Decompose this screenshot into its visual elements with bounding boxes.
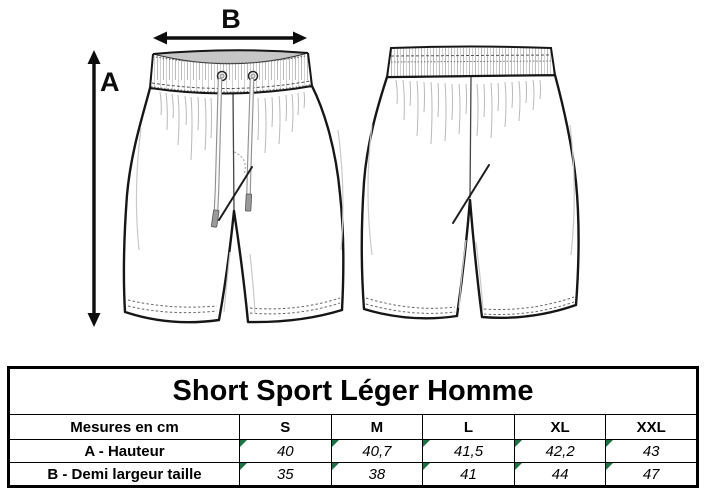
aglet — [211, 209, 220, 228]
value-cell: 41,5 — [422, 439, 515, 463]
cell-flag-marker — [606, 463, 614, 470]
row-label-height: A - Hauteur — [8, 439, 240, 463]
column-header-measures: Mesures en cm — [8, 414, 240, 440]
column-header-size-xxl: XXL — [605, 414, 698, 440]
column-header-size-s: S — [239, 414, 332, 440]
back-waistband — [385, 45, 557, 79]
cell-flag-marker — [240, 440, 247, 447]
back-fabric-creases — [367, 124, 575, 311]
front-fabric-creases — [135, 127, 344, 315]
front-crotch-crease — [218, 166, 253, 221]
back-gather-wrinkles — [395, 79, 541, 145]
table-row-half-waist: B - Demi largeur taille 35 38 41 44 47 — [8, 462, 698, 487]
row-label-half-waist: B - Demi largeur taille — [8, 462, 240, 487]
cell-flag-marker — [332, 440, 339, 447]
measurement-value: 44 — [551, 465, 569, 483]
front-gather-wrinkles — [159, 91, 305, 161]
value-cell: 38 — [330, 462, 424, 487]
cell-flag-marker — [606, 440, 614, 447]
value-cell: 42,2 — [513, 439, 607, 463]
garment-technical-drawing: A B — [87, 4, 580, 327]
back-center-seam — [469, 76, 472, 199]
measurement-value: 38 — [368, 465, 386, 483]
cell-flag-marker — [515, 463, 522, 470]
waist-width-dimension-arrow: B — [153, 4, 307, 45]
back-crotch-crease — [452, 164, 490, 224]
measurement-value: 41 — [460, 465, 477, 483]
cell-flag-marker — [423, 463, 431, 470]
back-view — [360, 45, 580, 320]
dimension-label-a: A — [100, 67, 120, 97]
measurement-value: 41,5 — [453, 442, 484, 460]
column-header-size-l: L — [422, 414, 515, 440]
measurement-value: 35 — [276, 465, 294, 483]
value-cell: 35 — [239, 462, 332, 487]
table-row-height: A - Hauteur 40 40,7 41,5 42,2 43 — [8, 439, 698, 463]
front-view — [122, 49, 345, 324]
front-fly-stitch — [233, 151, 246, 176]
arrowhead-down-icon — [87, 313, 101, 327]
front-hem-stitching — [127, 297, 341, 315]
value-cell: 43 — [605, 439, 698, 463]
dimension-label-b: B — [221, 4, 241, 34]
aglet — [244, 193, 253, 212]
table-title: Short Sport Léger Homme — [8, 367, 698, 415]
cell-flag-marker — [423, 440, 431, 447]
column-header-size-m: M — [330, 414, 424, 440]
measurement-value: 40,7 — [362, 442, 392, 460]
value-cell: 40 — [239, 439, 332, 463]
arrowhead-left-icon — [153, 31, 167, 45]
arrowhead-up-icon — [87, 50, 101, 64]
front-waistband — [149, 49, 313, 95]
measurement-value: 42,2 — [545, 442, 575, 460]
measurement-value: 47 — [642, 465, 660, 483]
front-center-seam — [232, 91, 235, 211]
table-title-row: Short Sport Léger Homme — [8, 367, 698, 415]
value-cell: 41 — [422, 462, 515, 487]
arrowhead-right-icon — [293, 31, 307, 45]
height-dimension-arrow: A — [87, 50, 120, 327]
measurement-value: 43 — [642, 442, 660, 460]
cell-flag-marker — [240, 463, 247, 470]
value-cell: 47 — [605, 462, 698, 487]
value-cell: 40,7 — [330, 439, 424, 463]
measurement-value: 40 — [276, 442, 294, 460]
cell-flag-marker — [515, 440, 522, 447]
cell-flag-marker — [332, 463, 339, 470]
column-header-size-xl: XL — [513, 414, 607, 440]
table-header-row: Mesures en cm S M L XL XXL — [8, 414, 698, 440]
size-table: Short Sport Léger Homme Mesures en cm S … — [7, 366, 699, 488]
value-cell: 44 — [513, 462, 607, 487]
